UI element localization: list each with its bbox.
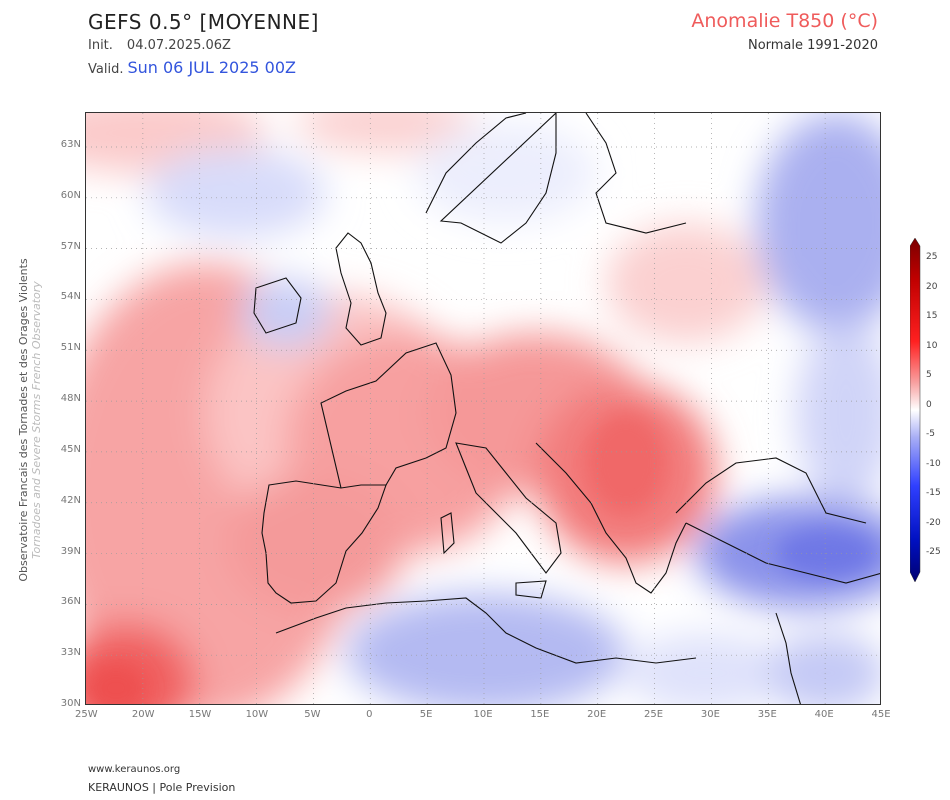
colorbar-tick-label: 20 [926, 281, 938, 292]
lat-tick-label: 36N [60, 596, 81, 608]
lat-tick-label: 33N [60, 647, 81, 659]
side-credit-line2: Tornadoes and Severe Storms French Obser… [30, 281, 43, 559]
lon-tick-label: 5W [304, 709, 321, 720]
lat-tick-label: 60N [60, 189, 81, 201]
anomaly-map [85, 112, 881, 705]
colorbar: 25 20 15 10 5 0 -5 -10 -15 -20 -25 [909, 232, 950, 592]
footer-brand: KERAUNOS | Pole Prevision [88, 781, 236, 794]
colorbar-tick-label: 0 [926, 399, 932, 410]
lat-tick-label: 54N [60, 291, 81, 303]
colorbar-tick-label: -10 [926, 458, 941, 469]
colorbar-tick-label: -20 [926, 517, 941, 528]
lat-tick-label: 51N [60, 342, 81, 354]
footer-url[interactable]: www.keraunos.org [88, 764, 181, 775]
init-value: 04.07.2025.06Z [126, 38, 231, 53]
side-credit-line1: Observatoire Francais des Tornades et de… [17, 258, 30, 582]
init-line: Init. 04.07.2025.06Z [88, 38, 231, 53]
colorbar-svg [909, 237, 921, 583]
lon-tick-label: 30E [700, 709, 720, 720]
colorbar-tick-label: -5 [926, 429, 935, 439]
lat-tick-label: 57N [60, 240, 81, 252]
lat-tick-label: 30N [60, 698, 81, 709]
init-label: Init. [88, 38, 113, 53]
lon-tick-label: 10E [473, 709, 493, 720]
colorbar-tick-label: 15 [926, 311, 938, 321]
valid-value: Sun 06 JUL 2025 00Z [127, 58, 296, 77]
variable-title: Anomalie T850 (°C) [691, 10, 878, 32]
colorbar-tick-label: -25 [926, 547, 941, 557]
lon-tick-label: 15W [188, 709, 212, 720]
lat-tick-label: 39N [60, 545, 81, 557]
coastlines [253, 113, 880, 704]
lon-tick-label: 25E [644, 709, 664, 720]
colorbar-bar [909, 237, 921, 583]
lon-tick-label: 20E [587, 709, 607, 720]
valid-label: Valid. [88, 62, 124, 77]
colorbar-tick-label: 10 [926, 340, 938, 351]
lon-tick-label: 45E [871, 709, 891, 720]
model-title: GEFS 0.5° [MOYENNE] [88, 10, 319, 34]
lon-tick-label: 0 [366, 709, 373, 720]
lon-tick-label: 15E [530, 709, 550, 720]
lat-tick-label: 42N [60, 494, 81, 506]
lon-tick-label: 25W [75, 709, 98, 720]
lat-tick-label: 63N [60, 139, 81, 150]
lon-tick-label: 35E [757, 709, 777, 720]
lon-tick-label: 5E [419, 709, 433, 720]
lon-tick-label: 10W [245, 709, 269, 720]
lon-tick-label: 20W [131, 709, 155, 720]
lat-tick-label: 45N [60, 443, 81, 455]
side-credit: Observatoire Francais des Tornades et de… [17, 140, 43, 700]
valid-line: Valid. Sun 06 JUL 2025 00Z [88, 58, 296, 77]
colorbar-tick-label: 25 [926, 252, 938, 262]
lat-tick-label: 48N [60, 393, 81, 405]
normal-period: Normale 1991-2020 [747, 38, 878, 53]
colorbar-tick-label: -15 [926, 488, 941, 498]
map-svg [86, 113, 880, 704]
lon-tick-label: 40E [814, 709, 834, 720]
colorbar-tick-label: 5 [926, 370, 932, 380]
